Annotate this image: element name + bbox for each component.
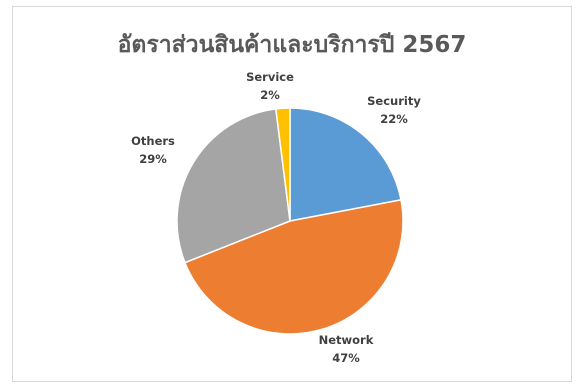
pie-slice-service — [275, 107, 291, 222]
slice-label-network: Network — [319, 333, 374, 347]
pie-slice-security — [289, 107, 402, 222]
slice-percent-network: 47% — [332, 351, 360, 365]
slice-percent-others: 29% — [139, 152, 167, 166]
slice-label-service: Service — [246, 70, 294, 84]
pie-slice-network — [183, 198, 404, 335]
slice-percent-service: 2% — [260, 88, 280, 102]
slice-label-others: Others — [131, 134, 175, 148]
chart-title: อัตราส่วนสินค้าและบริการปี 2567 — [117, 32, 467, 58]
slice-label-security: Security — [367, 94, 421, 108]
pie-slice-others — [176, 108, 291, 264]
slice-percent-security: 22% — [380, 112, 408, 126]
